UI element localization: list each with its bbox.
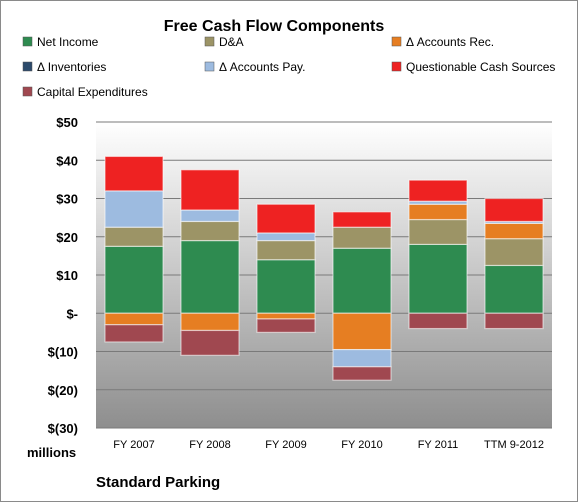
legend-item-d-a: D&A (204, 35, 244, 49)
legend-label: D&A (219, 35, 244, 49)
bar-segment-questionable-cash-sources (408, 179, 468, 202)
bar-segment-capital-expenditures (104, 324, 164, 343)
bar-segment-d-a (104, 226, 164, 247)
legend-item-delta-accounts-pay: Δ Accounts Pay. (204, 60, 306, 74)
bar-segment-d-a (332, 226, 392, 249)
bar-segment-delta-accounts-rec (180, 312, 240, 332)
bar-segment-questionable-cash-sources (104, 155, 164, 192)
unit-label: millions (27, 445, 76, 460)
y-axis: $50 $40 $30 $20 $10 $- $(10) $(20) $(30) (48, 115, 78, 436)
chart-title: Free Cash Flow Components (164, 18, 385, 35)
bar-segment-net-income (104, 245, 164, 314)
bar-segment-net-income (180, 239, 240, 314)
legend-swatch (22, 61, 33, 72)
bar-segment-net-income (332, 247, 392, 314)
y-tick-label: $- (66, 306, 78, 321)
bar-segment-delta-accounts-rec (104, 312, 164, 326)
bar-segment-questionable-cash-sources (332, 211, 392, 228)
legend: Net Income D&A Δ Accounts Rec. Δ Inventorie… (22, 35, 555, 99)
bar-segment-capital-expenditures (256, 318, 316, 333)
y-tick-label: $20 (56, 230, 78, 245)
bar-segment-d-a (256, 239, 316, 261)
legend-item-delta-inventories: Δ Inventories (22, 60, 106, 74)
bar-segment-delta-accounts-rec (256, 312, 316, 320)
legend-swatch (204, 61, 215, 72)
bar-segment-capital-expenditures (484, 312, 544, 330)
legend-swatch (204, 36, 215, 47)
bar-segment-delta-accounts-pay (104, 190, 164, 228)
bar-segment-capital-expenditures (408, 312, 468, 330)
bar-segment-questionable-cash-sources (484, 197, 544, 223)
legend-item-questionable-cash-sources: Questionable Cash Sources (391, 60, 555, 74)
x-tick-label: FY 2010 (341, 439, 382, 451)
bar-segment-capital-expenditures (332, 366, 392, 381)
x-tick-label: FY 2008 (189, 439, 230, 451)
legend-swatch (391, 36, 402, 47)
y-tick-label: $30 (56, 192, 78, 207)
y-tick-label: $(20) (48, 383, 78, 398)
x-tick-label: FY 2007 (113, 439, 154, 451)
bar-segment-d-a (180, 220, 240, 242)
legend-label: Δ Inventories (37, 60, 106, 74)
bar-segment-delta-accounts-pay (332, 348, 392, 368)
legend-item-delta-accounts-rec: Δ Accounts Rec. (391, 35, 494, 49)
y-tick-label: $(30) (48, 421, 78, 436)
legend-swatch (22, 36, 33, 47)
x-tick-label: FY 2009 (265, 439, 306, 451)
y-tick-label: $(10) (48, 345, 78, 360)
bar-segment-questionable-cash-sources (180, 169, 240, 211)
bar-segment-net-income (484, 264, 544, 314)
y-tick-label: $10 (56, 268, 78, 283)
bar-segment-delta-accounts-pay (256, 232, 316, 242)
legend-label: Questionable Cash Sources (406, 60, 555, 74)
bar-segment-capital-expenditures (180, 329, 240, 356)
bar-segment-net-income (408, 243, 468, 314)
legend-item-net-income: Net Income (22, 35, 99, 49)
x-tick-label: FY 2011 (418, 439, 459, 451)
bar-segment-delta-accounts-rec (408, 203, 468, 221)
bar-segment-d-a (484, 238, 544, 267)
bar-segment-questionable-cash-sources (256, 203, 316, 234)
legend-label: Capital Expenditures (37, 85, 148, 99)
legend-swatch (22, 86, 33, 97)
x-axis: FY 2007 FY 2008 FY 2009 FY 2010 FY 2011 TTM 9… (113, 439, 544, 451)
company-label: Standard Parking (96, 474, 220, 491)
y-tick-label: $50 (56, 115, 78, 130)
bar-segment-delta-accounts-pay (180, 209, 240, 223)
y-tick-label: $40 (56, 153, 78, 168)
legend-item-capital-expenditures: Capital Expenditures (22, 85, 148, 99)
bars (104, 155, 544, 381)
legend-label: Net Income (37, 35, 99, 49)
gridlines (96, 121, 552, 429)
bar-segment-delta-accounts-rec (484, 222, 544, 240)
bar-segment-net-income (256, 259, 316, 314)
x-tick-label: TTM 9-2012 (484, 439, 544, 451)
bar-segment-d-a (408, 218, 468, 246)
bar-segment-delta-accounts-rec (332, 312, 392, 351)
legend-label: Δ Accounts Rec. (406, 35, 494, 49)
legend-label: Δ Accounts Pay. (219, 60, 306, 74)
legend-swatch (391, 61, 402, 72)
